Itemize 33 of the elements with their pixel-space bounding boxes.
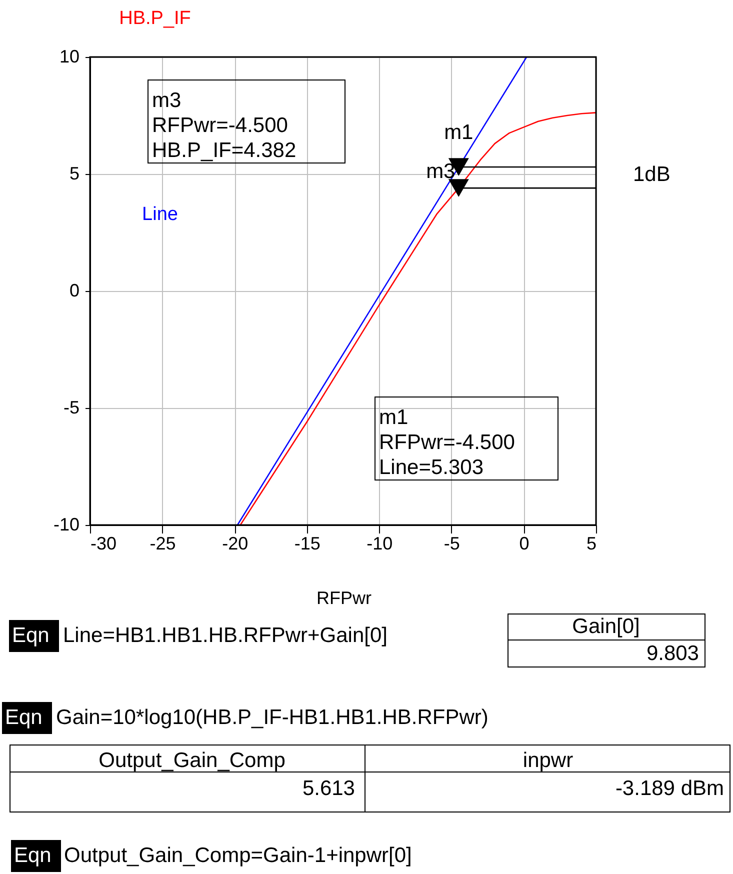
text: Line=HB1.HB1.HB.RFPwr+Gain[0]: [63, 624, 388, 647]
text: inpwr: [522, 749, 574, 772]
y-tick-label: 10: [59, 46, 80, 66]
x-tick-label: -5: [444, 534, 460, 554]
x-tick-label: -30: [90, 534, 117, 554]
text: -3.189 dBm: [615, 777, 724, 800]
text: 9.803: [646, 642, 699, 665]
y-tick-label: 0: [69, 280, 80, 300]
annotation: m1 RFPwr=-4.500 Line=5.303: [379, 406, 515, 479]
text: Gain[0]: [572, 615, 640, 638]
y-axis-title: HB.P_IF: [119, 8, 191, 29]
x-axis-title: RFPwr: [316, 588, 372, 608]
text: Eqn: [12, 624, 50, 647]
text: Output_Gain_Comp: [98, 749, 286, 772]
x-tick-label: -20: [222, 534, 248, 554]
y-tick-label: -5: [63, 398, 80, 418]
x-tick-label: 5: [586, 534, 596, 554]
text: Line: [142, 204, 178, 225]
y-tick-label: -10: [53, 514, 80, 534]
text: 5.613: [302, 777, 355, 800]
text: Gain=10*log10(HB.P_IF-HB1.HB1.HB.RFPwr): [56, 706, 488, 729]
annotation: m3: [426, 160, 456, 184]
y-tick-label: 5: [69, 164, 80, 184]
text: Eqn: [5, 706, 42, 729]
text: Eqn: [14, 844, 52, 867]
text: Output_Gain_Comp=Gain-1+inpwr[0]: [64, 844, 412, 867]
x-tick-label: 0: [519, 534, 530, 554]
annotation: m1: [444, 120, 474, 144]
x-tick-label: -10: [366, 534, 393, 554]
x-tick-label: -25: [150, 534, 176, 554]
text: 1dB: [633, 163, 670, 186]
x-tick-label: -15: [294, 534, 320, 554]
annotation: m3 RFPwr=-4.500 HB.P_IF=4.382: [152, 89, 296, 162]
